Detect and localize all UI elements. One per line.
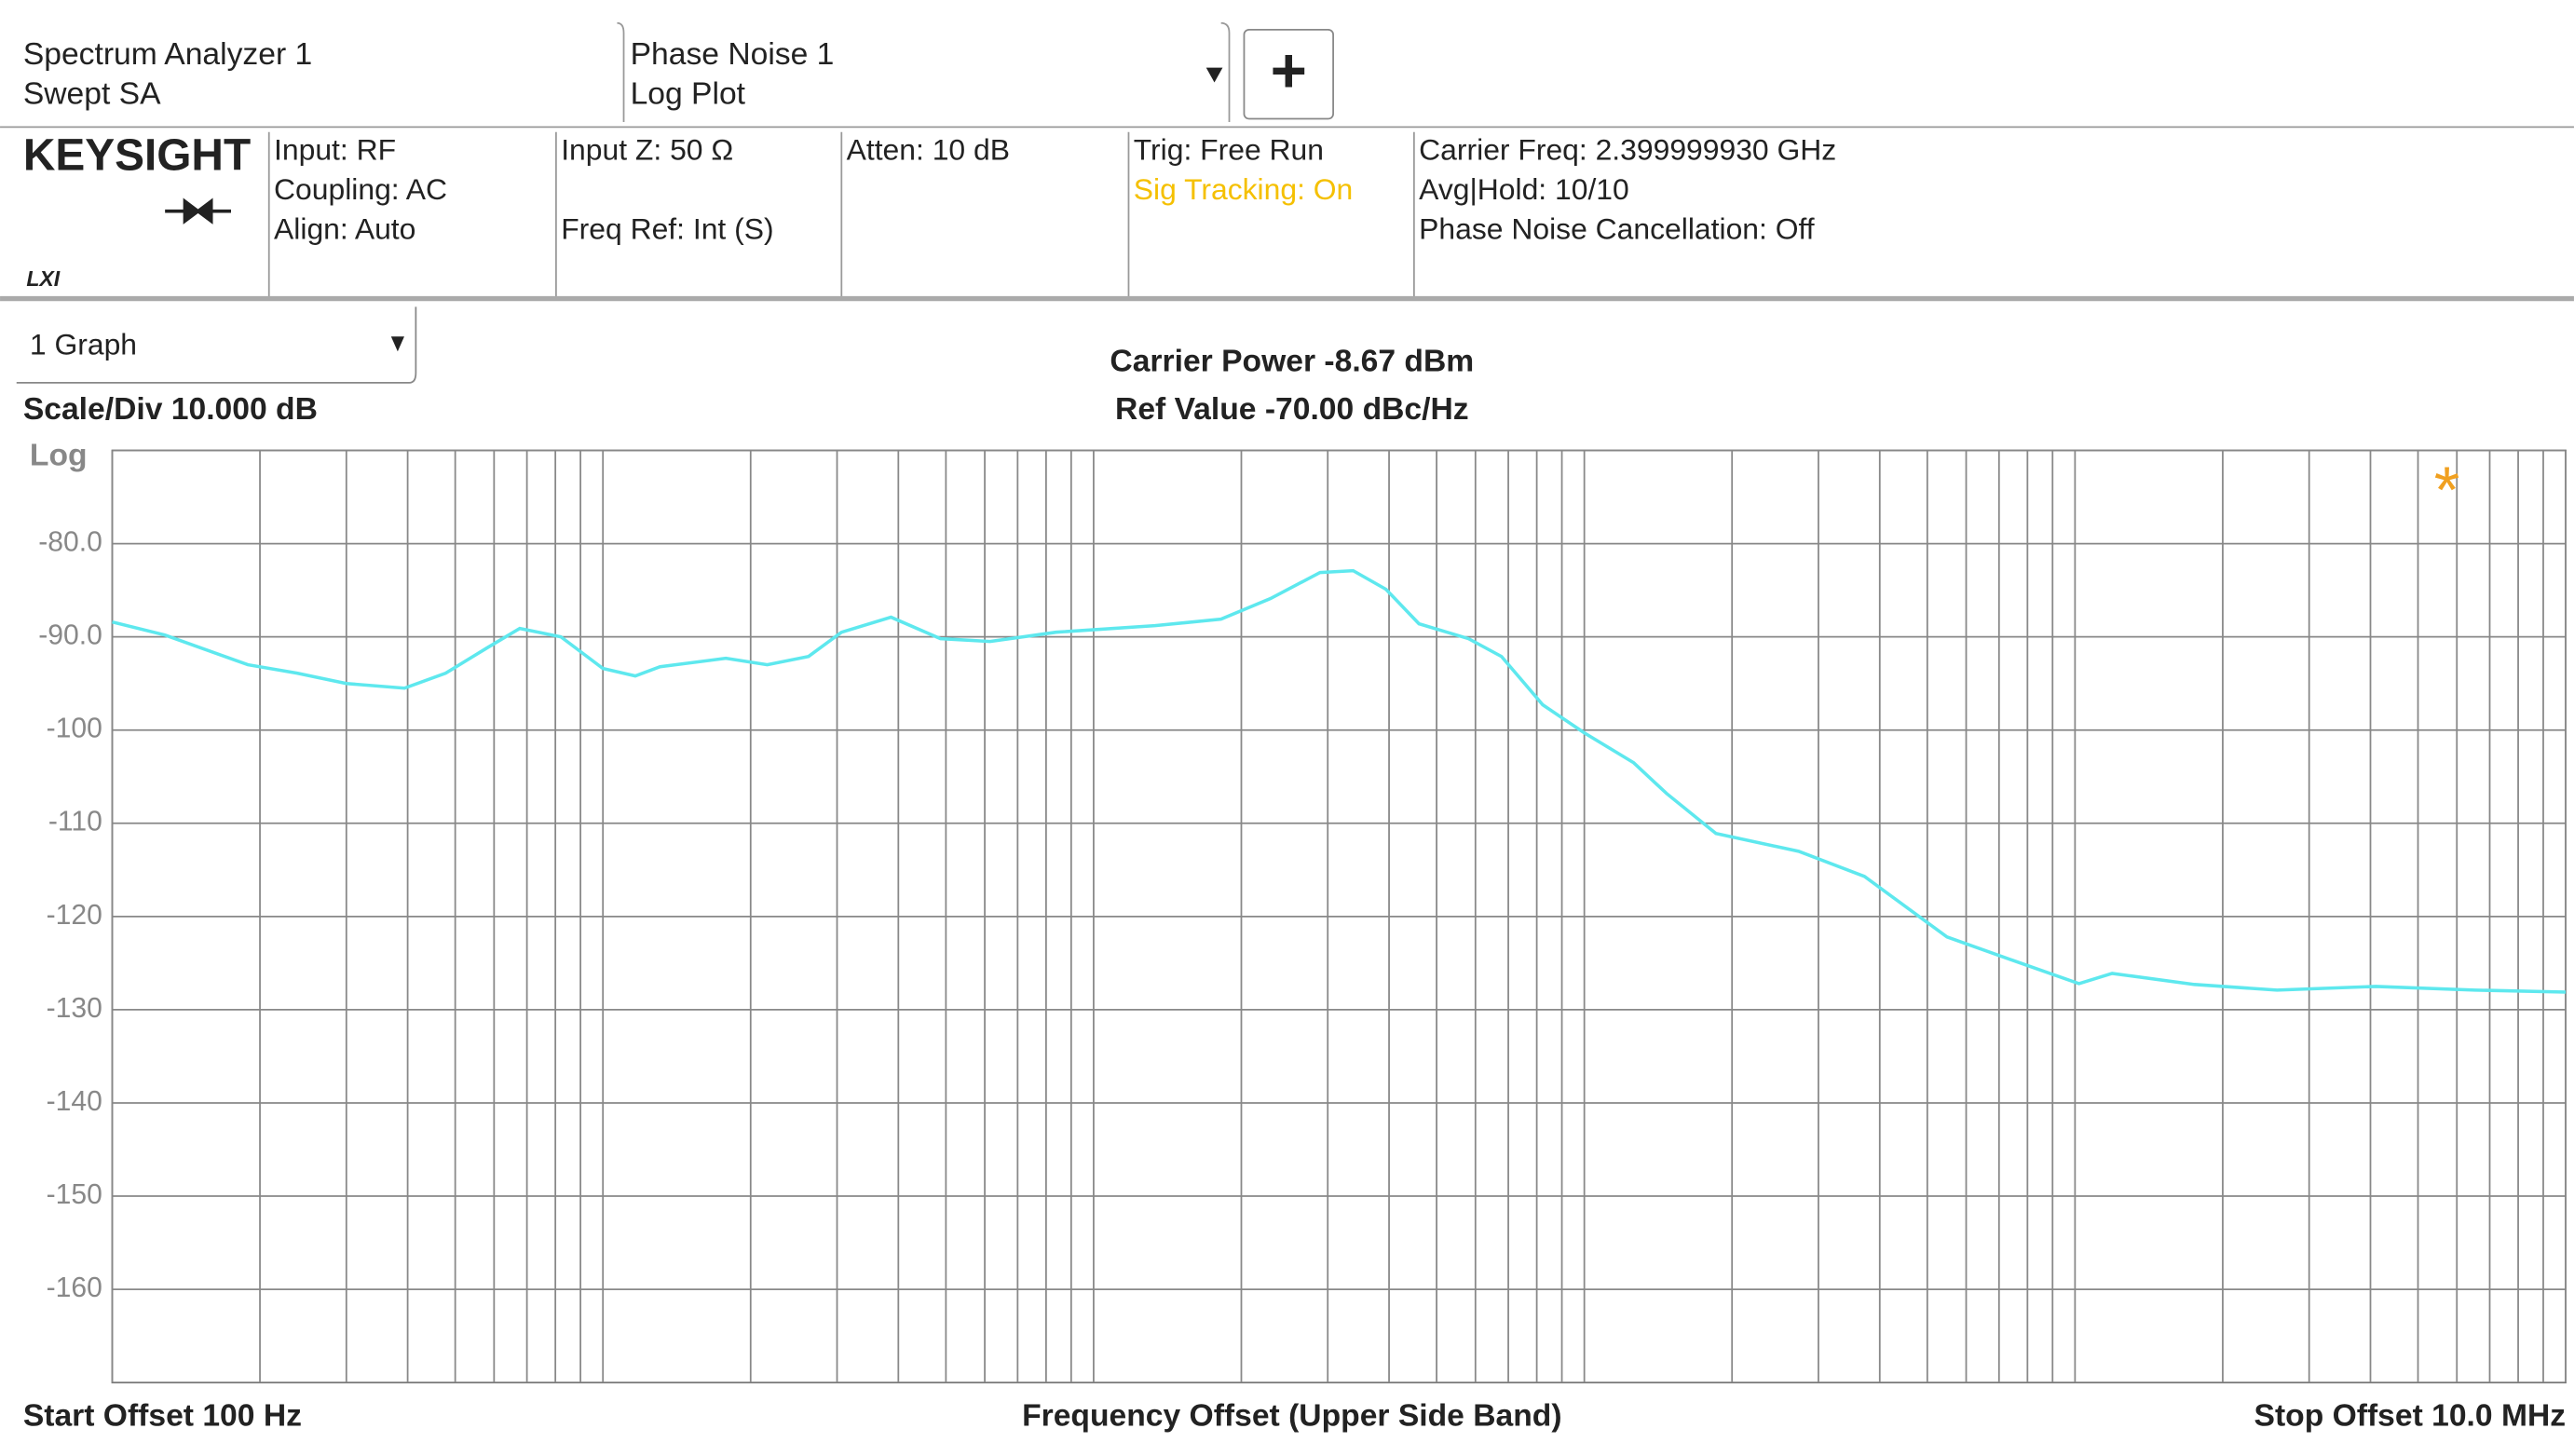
y-tick-label: -100 (47, 714, 102, 744)
y-tick-label: -160 (47, 1272, 102, 1303)
y-tick-label: -130 (47, 993, 102, 1024)
stop-offset: Stop Offset 10.0 MHz (2254, 1398, 2567, 1433)
info-text: Input: RF (274, 132, 396, 166)
tab-title[interactable]: Spectrum Analyzer 1 (23, 37, 312, 72)
y-tick-label: -90.0 (38, 620, 102, 651)
info-text: Input Z: 50 Ω (561, 132, 733, 166)
tab-edge (1220, 21, 1231, 123)
y-tick-label: -120 (47, 900, 102, 931)
info-text: Trig: Free Run (1134, 132, 1324, 166)
carrier-power: Carrier Power -8.67 dBm (1110, 345, 1474, 379)
marker-star: * (2434, 454, 2460, 527)
x-axis-label: Frequency Offset (Upper Side Band) (1022, 1398, 1561, 1433)
graph-select[interactable]: 1 Graph (30, 327, 137, 361)
info-text: Freq Ref: Int (S) (561, 211, 773, 245)
dropdown-arrow[interactable] (1205, 67, 1223, 83)
lxi-logo: LXI (26, 266, 60, 291)
info-panel: KEYSIGHT LXI Input: RF Coupling: AC Align:… (0, 131, 2574, 302)
tab-title[interactable]: Phase Noise 1 (631, 37, 835, 72)
brand: KEYSIGHT (23, 131, 251, 181)
connection-icon (165, 197, 231, 225)
y-tick-label: -80.0 (38, 527, 102, 558)
tab-subtitle: Swept SA (23, 77, 161, 112)
scale-div: Scale/Div 10.000 dB (23, 392, 318, 427)
info-text: Avg|Hold: 10/10 (1419, 172, 1629, 206)
graph-header: 1 Graph Carrier Power -8.67 dBm Ref Valu… (16, 306, 1474, 472)
plot: -80.0 -90.0 -100 -110 -120 -130 -140 -150 -160 (38, 449, 2567, 1384)
info-text: Sig Tracking: On (1134, 172, 1354, 206)
ref-value: Ref Value -70.00 dBc/Hz (1115, 392, 1469, 427)
add-icon[interactable]: + (1271, 36, 1307, 106)
info-text: Atten: 10 dB (847, 132, 1010, 166)
info-text: Phase Noise Cancellation: Off (1419, 211, 1815, 245)
add-button[interactable] (1243, 28, 1334, 120)
start-offset: Start Offset 100 Hz (23, 1398, 302, 1433)
info-columns: Input: RF Coupling: AC Align: Auto Input Z:… (267, 131, 1836, 297)
trace (112, 568, 2567, 994)
info-text: Coupling: AC (274, 172, 447, 206)
y-tick-label: -150 (47, 1179, 102, 1210)
graph-select-box[interactable] (16, 306, 417, 384)
top-bar: Spectrum Analyzer 1 Swept SA Phase Noise… (0, 21, 2574, 129)
y-tick-label: -140 (47, 1086, 102, 1117)
scale-type: Log (30, 438, 88, 472)
tab-edge (617, 21, 625, 123)
dropdown-arrow[interactable] (390, 336, 404, 352)
tab-subtitle: Log Plot (631, 77, 746, 112)
y-tick-label: -110 (48, 807, 102, 837)
info-text: Align: Auto (274, 211, 415, 245)
info-text: Carrier Freq: 2.399999930 GHz (1419, 132, 1836, 166)
